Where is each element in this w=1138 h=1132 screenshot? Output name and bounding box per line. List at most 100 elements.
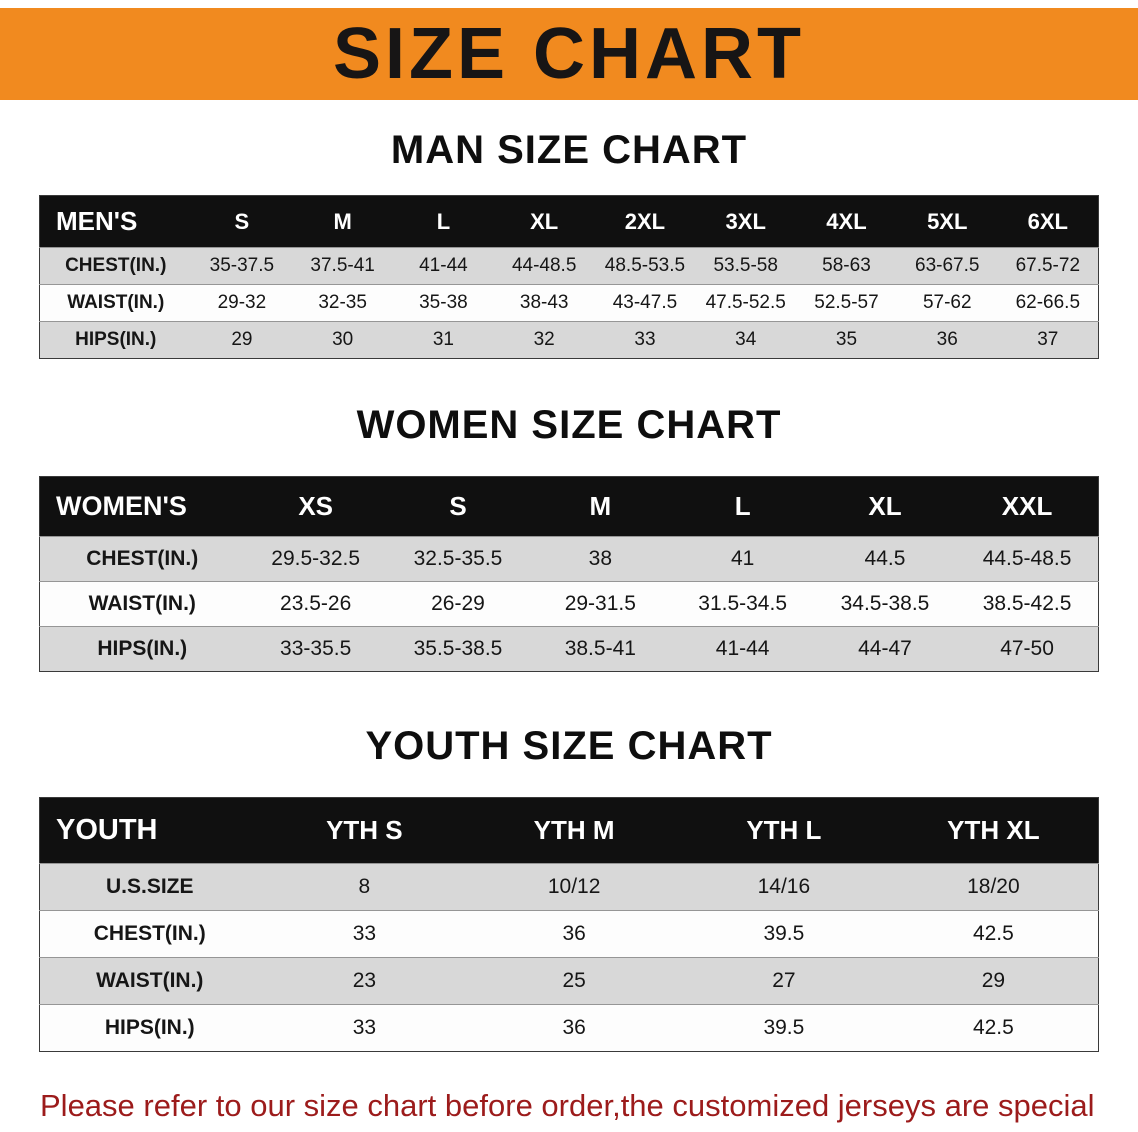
value-cell: 47-50 — [956, 626, 1099, 672]
value-cell: 33 — [594, 321, 696, 359]
value-cell: 26-29 — [386, 581, 530, 627]
value-cell: 33 — [259, 1004, 470, 1052]
value-cell: 35-38 — [393, 284, 494, 322]
value-cell: 67.5-72 — [997, 247, 1099, 285]
size-header-cell: S — [386, 476, 530, 537]
table-header-row: YOUTH YTH S YTH M YTH L YTH XL — [39, 797, 1099, 864]
table-row: WAIST(IN.) 23 25 27 29 — [39, 957, 1099, 1005]
size-header-cell: S — [191, 195, 293, 248]
value-cell: 38 — [529, 536, 672, 582]
size-header-cell: XL — [813, 476, 957, 537]
value-cell: 27 — [679, 957, 889, 1005]
value-cell: 41 — [671, 536, 814, 582]
value-cell: 18/20 — [888, 863, 1099, 911]
value-cell: 44.5 — [813, 536, 957, 582]
value-cell: 44.5-48.5 — [956, 536, 1099, 582]
value-cell: 29-32 — [191, 284, 293, 322]
row-label-cell: WAIST(IN.) — [39, 581, 245, 627]
value-cell: 41-44 — [671, 626, 814, 672]
row-label-cell: CHEST(IN.) — [39, 247, 192, 285]
size-header-cell: YTH M — [469, 797, 679, 864]
size-header-cell: L — [671, 476, 814, 537]
value-cell: 37 — [997, 321, 1099, 359]
value-cell: 58-63 — [796, 247, 897, 285]
table-row: CHEST(IN.) 35-37.5 37.5-41 41-44 44-48.5 48.5… — [39, 247, 1099, 285]
men-size-section: MAN SIZE CHART MEN'S S M L XL 2XL 3XL 4XL 5XL 6XL… — [0, 128, 1138, 359]
value-cell: 32 — [493, 321, 595, 359]
women-size-section: WOMEN SIZE CHART WOMEN'S XS S M L XL XXL CHEST(… — [0, 403, 1138, 672]
men-size-table: MEN'S S M L XL 2XL 3XL 4XL 5XL 6XL CHEST(IN.) 35-37… — [39, 195, 1099, 359]
value-cell: 29 — [191, 321, 293, 359]
size-header-cell: L — [393, 195, 494, 248]
value-cell: 39.5 — [679, 1004, 889, 1052]
size-header-cell: 6XL — [997, 195, 1099, 248]
row-label-cell: CHEST(IN.) — [39, 910, 260, 958]
youth-section-heading: YOUTH SIZE CHART — [365, 724, 773, 768]
youth-size-table: YOUTH YTH S YTH M YTH L YTH XL U.S.SIZE 8 10/12… — [39, 797, 1099, 1052]
table-row: U.S.SIZE 8 10/12 14/16 18/20 — [39, 863, 1099, 911]
men-section-heading: MAN SIZE CHART — [390, 128, 748, 172]
value-cell: 29.5-32.5 — [244, 536, 387, 582]
value-cell: 36 — [469, 1004, 679, 1052]
women-section-heading: WOMEN SIZE CHART — [356, 403, 782, 447]
value-cell: 42.5 — [888, 1004, 1099, 1052]
order-notice: Please refer to our size chart before or… — [40, 1082, 1100, 1132]
value-cell: 38-43 — [493, 284, 595, 322]
value-cell: 43-47.5 — [594, 284, 696, 322]
value-cell: 31 — [393, 321, 494, 359]
size-header-cell: M — [292, 195, 394, 248]
value-cell: 44-48.5 — [493, 247, 595, 285]
value-cell: 44-47 — [813, 626, 957, 672]
row-label-cell: U.S.SIZE — [39, 863, 260, 911]
value-cell: 36 — [896, 321, 998, 359]
value-cell: 48.5-53.5 — [594, 247, 696, 285]
value-cell: 35 — [796, 321, 897, 359]
row-label-cell: HIPS(IN.) — [39, 626, 245, 672]
table-title-cell: YOUTH — [39, 797, 260, 864]
value-cell: 23 — [259, 957, 470, 1005]
value-cell: 10/12 — [469, 863, 679, 911]
value-cell: 34.5-38.5 — [813, 581, 957, 627]
value-cell: 42.5 — [888, 910, 1099, 958]
value-cell: 32.5-35.5 — [386, 536, 530, 582]
value-cell: 41-44 — [393, 247, 494, 285]
size-header-cell: YTH XL — [888, 797, 1099, 864]
youth-size-section: YOUTH SIZE CHART YOUTH YTH S YTH M YTH L YTH… — [0, 724, 1138, 1052]
size-header-cell: 4XL — [796, 195, 897, 248]
value-cell: 30 — [292, 321, 394, 359]
value-cell: 53.5-58 — [695, 247, 797, 285]
table-header-row: MEN'S S M L XL 2XL 3XL 4XL 5XL 6XL — [39, 195, 1099, 248]
value-cell: 29-31.5 — [529, 581, 672, 627]
size-header-cell: XS — [244, 476, 387, 537]
value-cell: 8 — [259, 863, 470, 911]
row-label-cell: HIPS(IN.) — [39, 321, 192, 359]
size-header-cell: 2XL — [594, 195, 696, 248]
table-row: CHEST(IN.) 29.5-32.5 32.5-35.5 38 41 44.5 44.5… — [39, 536, 1099, 582]
row-label-cell: CHEST(IN.) — [39, 536, 245, 582]
value-cell: 52.5-57 — [796, 284, 897, 322]
value-cell: 35-37.5 — [191, 247, 293, 285]
value-cell: 36 — [469, 910, 679, 958]
value-cell: 32-35 — [292, 284, 394, 322]
row-label-cell: WAIST(IN.) — [39, 284, 192, 322]
row-label-cell: HIPS(IN.) — [39, 1004, 260, 1052]
value-cell: 37.5-41 — [292, 247, 394, 285]
table-row: WAIST(IN.) 23.5-26 26-29 29-31.5 31.5-34.5 34… — [39, 581, 1099, 627]
row-label-cell: WAIST(IN.) — [39, 957, 260, 1005]
value-cell: 57-62 — [896, 284, 998, 322]
value-cell: 47.5-52.5 — [695, 284, 797, 322]
value-cell: 29 — [888, 957, 1099, 1005]
table-title-cell: MEN'S — [39, 195, 192, 248]
value-cell: 39.5 — [679, 910, 889, 958]
table-title-cell: WOMEN'S — [39, 476, 245, 537]
size-header-cell: 5XL — [896, 195, 998, 248]
value-cell: 34 — [695, 321, 797, 359]
value-cell: 23.5-26 — [244, 581, 387, 627]
notice-line-1: Please refer to our size chart before or… — [40, 1088, 1095, 1123]
size-chart-banner: SIZE CHART — [0, 8, 1138, 100]
table-row: HIPS(IN.) 33-35.5 35.5-38.5 38.5-41 41-44 44-… — [39, 626, 1099, 672]
table-header-row: WOMEN'S XS S M L XL XXL — [39, 476, 1099, 537]
value-cell: 38.5-41 — [529, 626, 672, 672]
size-header-cell: 3XL — [695, 195, 797, 248]
size-header-cell: M — [529, 476, 672, 537]
